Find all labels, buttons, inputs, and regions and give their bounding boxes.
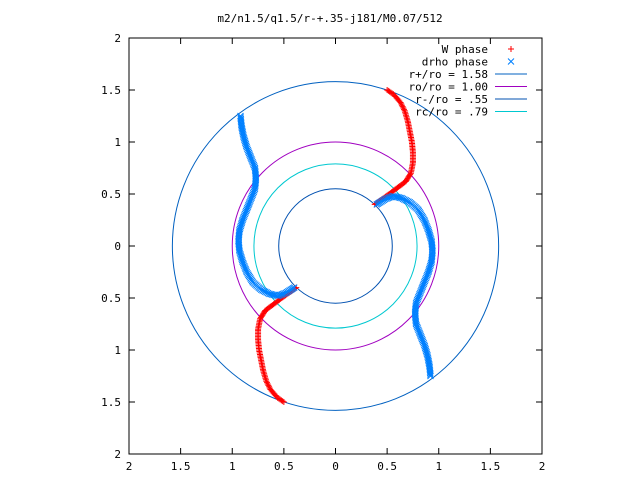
circle-r-ro-1-58 [171, 81, 500, 411]
legend-marker [508, 46, 514, 52]
w-phase-marker [400, 105, 407, 112]
w-phase-marker [266, 383, 273, 390]
y-tick-label: 1.5 [101, 396, 121, 409]
legend-label: ro/ro = 1.00 [409, 81, 488, 94]
legend-label: r+/ro = 1.58 [409, 68, 488, 81]
w-phase-marker [257, 314, 264, 321]
drho-phase-marker [237, 112, 244, 120]
drho-phase-marker [427, 372, 434, 380]
x-tick-label: 2 [539, 460, 546, 473]
y-tick-label: 0.5 [101, 292, 121, 305]
legend-marker [507, 58, 515, 65]
y-tick-label: 2 [114, 32, 121, 45]
drho-phase-marker [237, 114, 245, 121]
y-tick-label: 2 [114, 448, 121, 461]
w-phase-marker [279, 398, 286, 405]
x-tick-label: 1.5 [480, 460, 500, 473]
w-phase-marker [280, 399, 287, 405]
w-phase-marker [264, 379, 271, 386]
y-tick-label: 1 [114, 136, 121, 149]
legend-label: r-/ro = .55 [415, 93, 488, 106]
axis-ticks: 2 1.5 1 0.5 0 0.5 1 1.5 221.510.500.511.52 [101, 32, 545, 473]
y-tick-label: 0 [114, 240, 121, 253]
legend-label: rc/ro = .79 [415, 106, 488, 119]
x-tick-label: 0.5 [377, 460, 397, 473]
drho-phase-marker [426, 369, 434, 377]
w-phase-marker [264, 380, 271, 387]
w-phase-marker [398, 102, 405, 109]
w-phase-marker [407, 171, 414, 178]
reference-circles [171, 81, 500, 411]
x-tick-label: 1 [229, 460, 236, 473]
x-tick-label: 2 [126, 460, 133, 473]
x-tick-label: 0.5 [274, 460, 294, 473]
drho-phase-marker [426, 371, 434, 378]
x-tick-label: 0 [332, 460, 339, 473]
w-phase-marker [401, 107, 408, 114]
legend-label: drho phase [422, 56, 488, 69]
x-tick-label: 1 [435, 460, 442, 473]
w-phase-marker [265, 382, 272, 389]
drho-phase-marker [237, 115, 245, 123]
w-phase-marker [400, 106, 407, 113]
w-phase-marker [384, 87, 391, 93]
y-tick-label: 0.5 [101, 188, 121, 201]
circle-rc-ro-79 [253, 163, 418, 329]
phase-markers [235, 46, 515, 405]
circle-r-ro-55 [278, 188, 393, 304]
x-tick-label: 1.5 [171, 460, 191, 473]
y-tick-label: 1.5 [101, 84, 121, 97]
circle-ro-ro-1-00 [231, 141, 440, 351]
w-phase-marker [399, 103, 406, 110]
y-tick-label: 1 [114, 344, 121, 357]
w-phase-marker [385, 87, 392, 94]
chart-title: m2/n1.5/q1.5/r-+.35-j181/M0.07/512 [217, 12, 442, 25]
legend-label: W phase [442, 43, 488, 56]
w-phase-marker [263, 378, 270, 385]
